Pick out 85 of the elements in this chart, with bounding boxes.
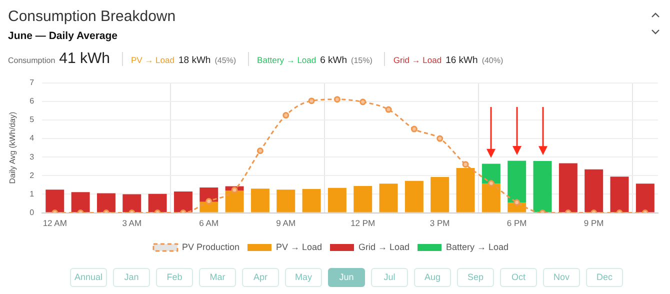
text: Jun <box>328 268 365 287</box>
point <box>410 126 418 132</box>
text: Dec <box>586 268 623 287</box>
bar <box>456 168 475 212</box>
bar <box>404 180 424 212</box>
legend-label: PV → Load <box>276 242 322 252</box>
text: Aug <box>414 268 451 287</box>
chart-subtitle: June — Daily Average <box>8 30 118 42</box>
y-tick-label: 1 <box>30 189 35 198</box>
text: Jan <box>113 268 150 287</box>
point <box>488 180 494 187</box>
bar <box>508 160 526 203</box>
bar <box>354 186 372 212</box>
point <box>308 98 315 104</box>
y-tick-label: 3 <box>30 152 35 162</box>
point <box>231 186 238 194</box>
point <box>282 112 290 119</box>
text: Jul <box>371 268 408 287</box>
y-tick-label: 6 <box>30 96 35 106</box>
bar <box>276 190 296 212</box>
y-axis-title: Daily Avg (kWh/day) <box>8 112 18 184</box>
bar <box>225 190 244 212</box>
text: Sep <box>457 268 494 287</box>
text: Oct <box>500 268 537 287</box>
point <box>206 198 212 205</box>
bar <box>250 188 270 212</box>
bar <box>96 193 116 212</box>
text: (45%) <box>214 56 236 65</box>
text: PV → Load <box>131 55 174 65</box>
text: 6 kWh <box>320 55 348 66</box>
bar <box>533 160 552 212</box>
bar <box>148 194 167 212</box>
x-tick-label: 12 AM <box>42 218 67 228</box>
bar <box>482 164 500 184</box>
text: May <box>285 268 322 287</box>
bar <box>328 188 346 212</box>
y-tick-label: 5 <box>30 115 35 124</box>
chart-title: Consumption Breakdown <box>8 8 176 25</box>
bar <box>584 169 604 212</box>
text: Feb <box>156 268 193 287</box>
text: 41 kWh <box>59 50 110 67</box>
text: Nov <box>543 268 580 287</box>
x-tick-label: 9 PM <box>584 218 604 228</box>
text: Battery → Load <box>257 55 316 65</box>
legend-label: Grid → Load <box>358 242 410 252</box>
bar <box>379 184 398 212</box>
bar <box>174 191 192 212</box>
bar <box>46 190 64 212</box>
bar <box>430 176 450 212</box>
point <box>385 106 392 113</box>
bar <box>200 202 218 212</box>
bar <box>302 189 321 212</box>
text: Apr <box>242 268 279 287</box>
point <box>462 161 469 168</box>
text: Grid → Load <box>393 55 442 65</box>
legend-label: PV Production <box>182 242 240 252</box>
bar <box>558 163 578 212</box>
bar <box>122 194 142 212</box>
x-tick-label: 3 AM <box>122 218 142 228</box>
bar <box>636 184 654 212</box>
x-tick-label: 12 PM <box>350 218 376 228</box>
point <box>360 98 366 106</box>
legend-label: Battery → Load <box>446 242 509 252</box>
x-tick-label: 6 PM <box>506 218 527 228</box>
text: (40%) <box>482 56 504 65</box>
x-tick-label: 3 PM <box>430 218 450 228</box>
text: 16 kWh <box>446 55 478 66</box>
point <box>436 135 444 142</box>
text: 18 kWh <box>178 55 211 66</box>
y-tick-label: 0 <box>30 208 35 218</box>
bar <box>71 192 90 212</box>
y-tick-label: 7 <box>30 78 35 88</box>
y-tick-label: 4 <box>30 134 35 143</box>
text: Consumption <box>8 56 56 65</box>
text: Mar <box>199 268 236 287</box>
bar <box>482 184 500 212</box>
text: (15%) <box>351 56 372 65</box>
x-tick-label: 6 AM <box>199 218 219 228</box>
text: Annual <box>70 268 107 287</box>
point <box>514 199 520 206</box>
bar <box>610 176 629 212</box>
x-tick-label: 9 AM <box>276 218 296 228</box>
y-tick-label: 2 <box>30 170 35 180</box>
point <box>334 96 340 103</box>
point <box>256 148 264 154</box>
